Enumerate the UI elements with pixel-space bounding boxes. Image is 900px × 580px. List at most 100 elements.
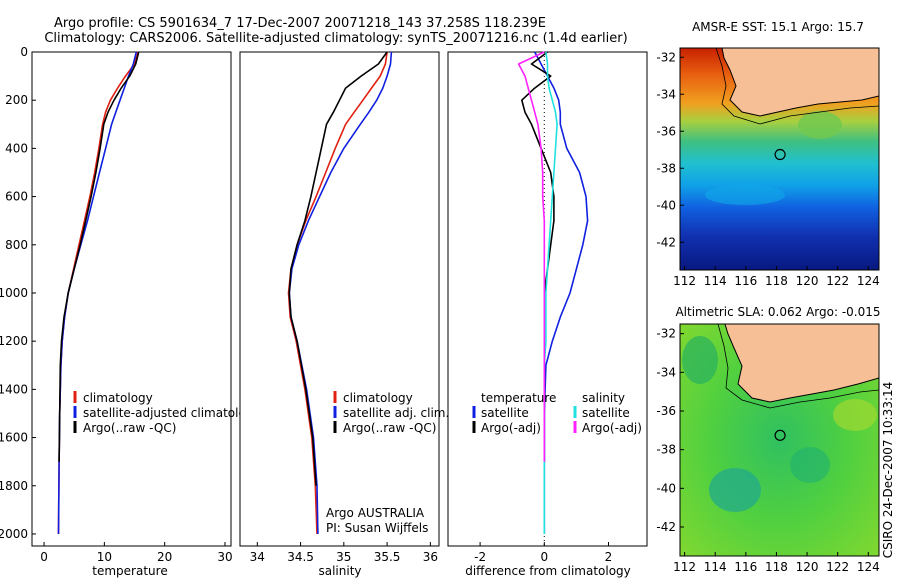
depth-tick-label: 400	[5, 141, 28, 155]
sst-map: AMSR-E SST: 15.1 Argo: 15.7 112 114 116 118…	[656, 20, 879, 288]
lat-tick-label: -36	[656, 124, 676, 138]
difference-series	[517, 51, 589, 534]
lat-tick-label: -36	[656, 404, 676, 418]
depth-tick-label: 1400	[0, 382, 28, 396]
sla-map: Altimetric SLA: 0.062 Argo: -0.015 112 11…	[656, 305, 880, 574]
temperature-legend: climatology satellite-adjusted climatolo…	[73, 391, 261, 435]
sla-land	[724, 324, 879, 403]
x-tick-label: 34.5	[287, 550, 314, 564]
annotation-pi: PI: Susan Wijffels	[326, 521, 428, 535]
sst-lon-ticks: 112 114 116 118 120 122 124	[673, 266, 880, 288]
temperature-xlabel: temperature	[92, 564, 167, 578]
x-tick-label: 35.5	[374, 550, 401, 564]
lat-tick-label: -38	[656, 443, 676, 457]
x-tick-label: 10	[97, 550, 112, 564]
depth-tick-label: 1800	[0, 479, 28, 493]
lat-tick-label: -32	[656, 50, 676, 64]
lon-tick-label: 114	[704, 560, 727, 574]
lon-tick-label: 116	[734, 274, 757, 288]
legend-argo: Argo(..raw -QC)	[83, 421, 176, 435]
salinity-legend: climatology satellite adj. clim. Argo(..…	[333, 391, 449, 435]
lat-tick-label: -38	[656, 161, 676, 175]
sla-blob-3	[833, 399, 877, 431]
lon-tick-label: 112	[673, 560, 696, 574]
sst-depth-contour	[715, 48, 879, 125]
lat-tick-label: -40	[656, 198, 676, 212]
lon-tick-label: 112	[673, 274, 696, 288]
temperature-panel: 0 200 400 600 800 1000 1200 1400 1600 1800 2000 0 1…	[0, 45, 452, 578]
lon-tick-label: 118	[765, 560, 788, 574]
legend-header-salinity: salinity	[582, 391, 625, 405]
lon-tick-label: 116	[734, 560, 757, 574]
x-tick-label: 30	[217, 550, 232, 564]
salinity-series	[287, 51, 393, 535]
series-line-salinity-argo-adj	[517, 51, 546, 462]
difference-x-ticks: -2 0 2	[474, 542, 612, 564]
salinity-axes-box	[239, 51, 440, 547]
sla-argo-marker	[774, 429, 786, 441]
legend-satellite-adj: satellite adj. clim.	[343, 406, 449, 420]
figure-title-line2: Climatology: CARS2006. Satellite-adjuste…	[44, 31, 627, 46]
legend-temp-argo: Argo(-adj)	[481, 421, 541, 435]
depth-tick-label: 2000	[0, 527, 28, 541]
salinity-panel: 34 34.5 35 35.5 36 salinity climatology sate…	[239, 51, 449, 578]
depth-tick-label: 200	[5, 93, 28, 107]
depth-tick-label: 1000	[0, 286, 28, 300]
lon-tick-label: 120	[796, 274, 819, 288]
legend-climatology: climatology	[83, 391, 153, 405]
lon-tick-label: 124	[857, 274, 880, 288]
lat-tick-label: -34	[656, 365, 676, 379]
difference-panel: -2 0 2 difference from climatology tempera…	[447, 51, 648, 578]
x-tick-label: 2	[605, 550, 613, 564]
temperature-series	[57, 51, 140, 535]
x-tick-label: 20	[157, 550, 172, 564]
salinity-x-ticks: 34 34.5 35 35.5 36	[250, 542, 438, 564]
temperature-axes-box	[31, 51, 232, 547]
depth-tick-label: 1600	[0, 431, 28, 445]
lat-tick-label: -34	[656, 87, 676, 101]
sla-map-frame	[679, 323, 880, 557]
depth-tick-label: 0	[20, 45, 28, 59]
depth-tick-label: 600	[5, 190, 28, 204]
sla-depth-contour	[717, 324, 879, 409]
sst-lat-ticks: -32 -34 -36 -38 -40 -42	[656, 50, 684, 249]
legend-temp-satellite: satellite	[481, 406, 529, 420]
lon-tick-label: 118	[765, 274, 788, 288]
depth-tick-label: 1200	[0, 334, 28, 348]
depth-tick-label: 800	[5, 238, 28, 252]
sst-warm-eddy	[798, 111, 842, 139]
lon-tick-label: 124	[857, 560, 880, 574]
sst-map-frame	[679, 47, 880, 271]
lat-tick-label: -32	[656, 327, 676, 341]
lat-tick-label: -40	[656, 481, 676, 495]
x-tick-label: 0	[540, 550, 548, 564]
series-line-argo-raw-qc	[58, 51, 140, 462]
legend-satellite-adjusted: satellite-adjusted climatology	[83, 406, 261, 420]
legend-climatology: climatology	[343, 391, 413, 405]
sla-blob-4	[682, 336, 718, 384]
lat-tick-label: -42	[656, 235, 676, 249]
sst-cool-patch	[705, 185, 785, 205]
x-tick-label: -2	[474, 550, 486, 564]
legend-argo: Argo(..raw -QC)	[343, 421, 436, 435]
sla-blob-1	[709, 468, 761, 512]
sst-argo-marker	[774, 148, 786, 161]
salinity-xlabel: salinity	[318, 564, 361, 578]
difference-xlabel: difference from climatology	[465, 564, 631, 578]
x-tick-label: 35	[336, 550, 351, 564]
legend-sal-satellite: satellite	[582, 406, 630, 420]
lon-tick-label: 122	[826, 560, 849, 574]
difference-axes-box	[447, 51, 648, 547]
legend-sal-argo: Argo(-adj)	[582, 421, 642, 435]
sla-lon-ticks: 112 114 116 118 120 122 124	[673, 552, 880, 574]
series-line-temperature-satellite	[533, 51, 589, 534]
sla-lat-ticks: -32 -34 -36 -38 -40 -42	[656, 327, 684, 534]
x-tick-label: 0	[40, 550, 48, 564]
depth-tick-labels: 0 200 400 600 800 1000 1200 1400 1600 1800 2000	[0, 45, 452, 541]
sst-land	[721, 48, 879, 117]
lon-tick-label: 120	[796, 560, 819, 574]
series-line-climatology	[287, 51, 388, 535]
x-tick-label: 36	[423, 550, 438, 564]
difference-legend: temperature satellite Argo(-adj) salinit…	[472, 391, 642, 435]
